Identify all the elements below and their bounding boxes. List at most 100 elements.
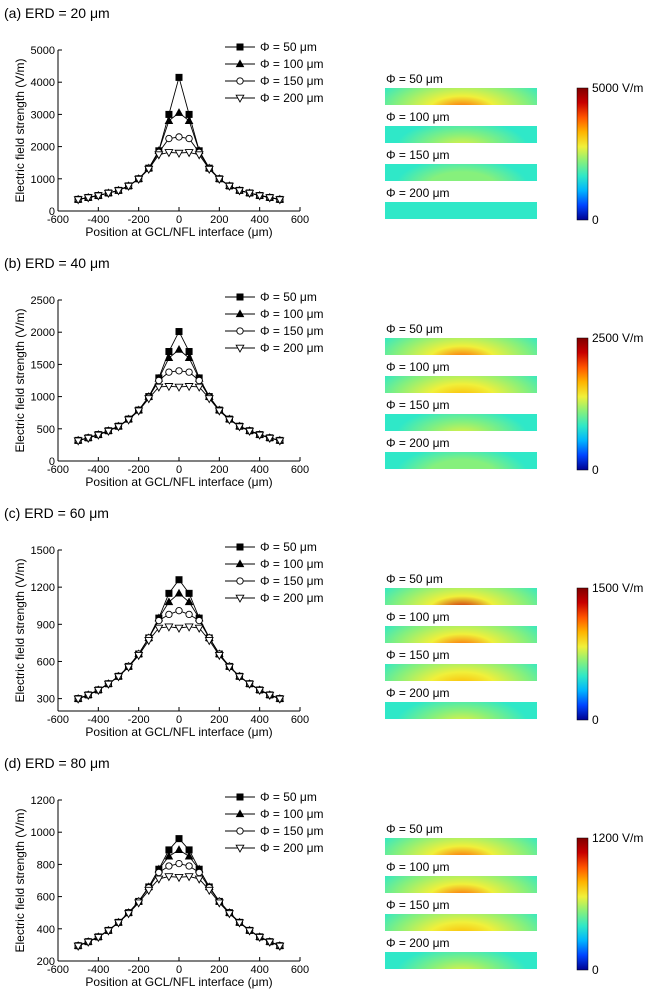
data-point: [255, 686, 265, 696]
colorbar-bar: [576, 837, 589, 971]
colorbar-max-label: 1200 V/m: [592, 831, 643, 845]
y-tick-label: 600: [37, 892, 55, 904]
x-axis-label: Position at GCL/NFL interface (μm): [85, 725, 272, 739]
field-map-bar: [385, 952, 537, 969]
data-point: [175, 607, 183, 615]
x-tick-label: -600: [47, 464, 69, 476]
data-point: [73, 196, 83, 205]
data-point: [194, 383, 204, 392]
data-point: [255, 431, 265, 440]
x-tick-label: 200: [210, 214, 228, 226]
field-map-bar: [385, 452, 537, 469]
panel-b: (b) ERD = 40 μm05001000150020002500-600-…: [4, 255, 643, 489]
data-point: [234, 187, 245, 196]
field-maps: Φ = 50 μm Φ = 100 μm Φ = 150 μm Φ = 200 μm: [385, 822, 537, 969]
field-maps: Φ = 50 μm Φ = 100 μm Φ = 150 μm Φ = 200 μm: [385, 72, 537, 219]
data-point: [113, 423, 124, 432]
y-tick-label: 1200: [31, 795, 55, 807]
legend: Φ = 50 μm Φ = 100 μm Φ = 150 μm Φ = 200 μm: [225, 290, 324, 355]
y-tick-label: 200: [37, 956, 55, 968]
data-point: [255, 192, 265, 201]
field-map-label: Φ = 50 μm: [386, 822, 443, 836]
x-tick-label: 0: [176, 714, 182, 726]
field-map-label: Φ = 50 μm: [386, 572, 443, 586]
colorbar-bar: [576, 337, 589, 471]
data-point: [103, 927, 113, 936]
x-tick-label: 600: [291, 214, 309, 226]
data-point: [103, 189, 113, 199]
field-map-label: Φ = 100 μm: [386, 860, 450, 874]
panel-label: (d) ERD = 80 μm: [4, 755, 110, 771]
series-4: [73, 623, 285, 704]
data-point: [194, 624, 204, 633]
legend-marker: [236, 827, 244, 835]
legend-entry: Φ = 50 μm: [260, 290, 317, 304]
data-point: [194, 151, 204, 160]
legend-entry: Φ = 150 μm: [260, 74, 324, 88]
field-map-bar: [385, 838, 537, 855]
data-point: [175, 328, 183, 336]
x-tick-label: -200: [128, 964, 150, 976]
data-point: [214, 899, 224, 908]
data-point: [174, 874, 184, 883]
field-maps: Φ = 50 μm Φ = 100 μm Φ = 150 μm Φ = 200 μm: [385, 572, 537, 719]
y-tick-label: 1500: [31, 359, 55, 371]
field-map-label: Φ = 150 μm: [386, 398, 450, 412]
panel-label: (c) ERD = 60 μm: [4, 505, 109, 521]
legend-entry: Φ = 200 μm: [260, 341, 324, 355]
legend-entry: Φ = 200 μm: [260, 591, 324, 605]
x-tick-label: 600: [291, 964, 309, 976]
legend-marker: [236, 77, 244, 85]
data-point: [144, 637, 154, 646]
data-point: [154, 383, 164, 392]
legend: Φ = 50 μm Φ = 100 μm Φ = 150 μm Φ = 200 μm: [225, 790, 324, 855]
data-point: [275, 942, 285, 951]
field-map-bar: [385, 338, 537, 355]
data-point: [73, 437, 83, 446]
legend-marker: [235, 94, 245, 103]
panels: (a) ERD = 20 μm010002000300040005000-600…: [4, 5, 643, 989]
data-point: [175, 73, 183, 81]
data-point: [164, 597, 174, 606]
y-tick-label: 1200: [31, 582, 55, 594]
series-4: [73, 383, 285, 446]
legend-entry: Φ = 100 μm: [260, 57, 324, 71]
data-point: [195, 376, 203, 385]
data-point: [134, 652, 144, 661]
field-map-bar: [385, 876, 537, 893]
y-tick-label: 800: [37, 859, 55, 871]
series-3: [74, 859, 284, 950]
panel-a: (a) ERD = 20 μm010002000300040005000-600…: [4, 5, 643, 239]
y-axis-label: Electric field strength (V/m): [13, 558, 27, 702]
colorbar-bar: [576, 87, 589, 221]
legend-entry: Φ = 100 μm: [260, 557, 324, 571]
x-tick-label: 400: [250, 964, 268, 976]
x-tick-label: -200: [128, 714, 150, 726]
panel-label: (a) ERD = 20 μm: [4, 5, 110, 21]
data-point: [175, 835, 183, 843]
y-tick-label: 1000: [31, 827, 55, 839]
legend: Φ = 50 μm Φ = 100 μm Φ = 150 μm Φ = 200 μm: [225, 540, 324, 605]
data-point: [144, 165, 154, 175]
data-point: [165, 862, 173, 870]
legend-marker: [236, 293, 244, 301]
data-point: [134, 175, 144, 185]
legend-marker: [236, 327, 244, 335]
field-map-bar: [385, 88, 537, 105]
panel-c: (c) ERD = 60 μm 300 600 900 1200 1500 -600 -400…: [4, 505, 643, 739]
legend-entry: Φ = 50 μm: [260, 790, 317, 804]
field-map-label: Φ = 150 μm: [386, 648, 450, 662]
data-point: [124, 663, 134, 672]
data-point: [73, 695, 83, 704]
data-point: [73, 942, 83, 951]
field-map-bar: [385, 626, 537, 643]
field-map-bar: [385, 164, 537, 181]
data-point: [144, 886, 154, 896]
colorbar-bar: [576, 587, 589, 721]
data-point: [134, 899, 144, 908]
y-tick-label: 1000: [31, 174, 55, 186]
data-point: [184, 873, 194, 882]
field-map-bar: [385, 414, 537, 431]
data-point: [245, 927, 255, 936]
field-map-label: Φ = 200 μm: [386, 936, 450, 950]
